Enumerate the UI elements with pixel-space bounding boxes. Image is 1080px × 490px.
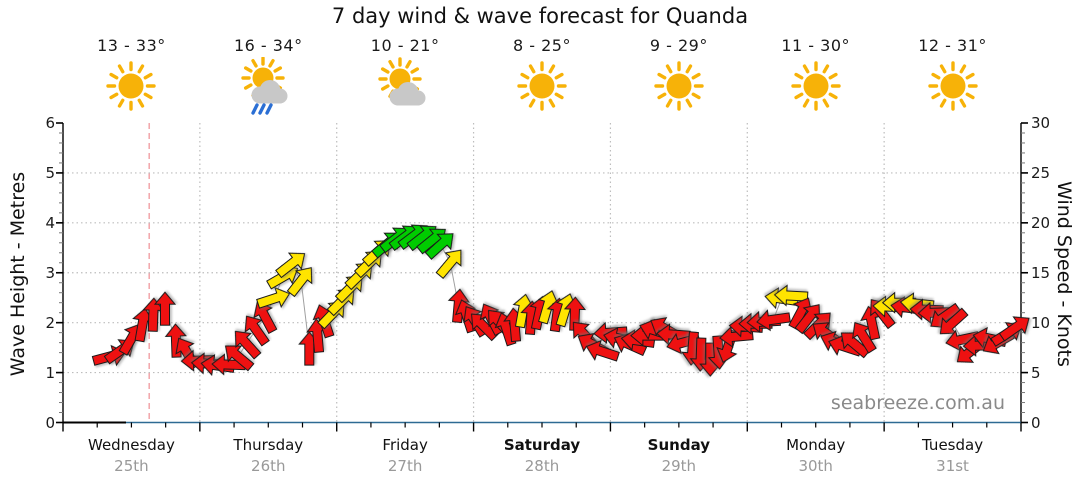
x-axis-day-label: Tuesday: [922, 436, 984, 454]
left-axis-tick-label: 6: [45, 114, 55, 132]
left-axis-tick-label: 3: [45, 263, 55, 282]
left-axis-tick-label: 1: [45, 363, 55, 382]
right-axis-tick-label: 0: [1031, 413, 1041, 432]
day-column-saturday: 8 - 25°: [480, 36, 604, 115]
wind-arrow: [224, 345, 255, 372]
day-temp-range: 16 - 34°: [233, 36, 303, 55]
x-axis-day-label: Monday: [786, 436, 846, 454]
right-axis-tick-label: 10: [1031, 313, 1051, 332]
day-temp-range: 11 - 30°: [781, 36, 851, 55]
x-axis-date-label: 31st: [936, 457, 969, 475]
right-axis-tick-label: 15: [1031, 263, 1051, 282]
left-axis-tick-label: 5: [45, 163, 55, 182]
right-axis-tick-label: 20: [1031, 213, 1051, 232]
weather-icon-sunny: [517, 61, 567, 111]
x-axis-day-label: Friday: [382, 436, 428, 454]
day-temp-range: 9 - 29°: [649, 36, 708, 55]
wind-arrow: [244, 315, 270, 347]
day-temp-range: 10 - 21°: [370, 36, 440, 55]
wind-arrow: [153, 291, 177, 326]
day-column-monday: 11 - 30°: [754, 36, 878, 115]
wind-arrow: [945, 329, 980, 352]
day-column-friday: 10 - 21°: [343, 36, 467, 115]
wind-arrow: [756, 309, 791, 332]
wind-arrow: [585, 339, 620, 362]
wind-arrow: [275, 252, 306, 279]
wind-arrow: [424, 233, 454, 260]
day-temp-range: 12 - 31°: [918, 36, 987, 55]
x-axis-day-label: Thursday: [233, 436, 304, 454]
weather-icon-sun-cloud: [378, 57, 426, 106]
right-axis-tick-label: 25: [1031, 163, 1051, 182]
left-axis-tick-label: 2: [45, 313, 55, 332]
x-axis-day-label: Sunday: [647, 436, 711, 454]
wind-arrow: [998, 316, 1030, 342]
wind-arrow: [773, 284, 809, 307]
x-axis-date-label: 30th: [798, 457, 833, 475]
x-axis-day-label: Saturday: [503, 436, 581, 454]
day-column-tuesday: 12 - 31°: [891, 36, 1015, 115]
weather-icon-sun-rain: [241, 57, 288, 115]
x-axis-date-label: 28th: [524, 457, 560, 475]
day-column-thursday: 16 - 34°: [206, 36, 330, 115]
page-title: 7 day wind & wave forecast for Quanda: [331, 4, 749, 28]
wind-arrow: [852, 321, 877, 354]
day-temp-range: 8 - 25°: [513, 36, 571, 55]
wind-arrow: [435, 249, 462, 280]
right-axis-tick-label: 5: [1031, 363, 1041, 382]
wind-arrow: [256, 286, 291, 309]
x-axis-date-label: 25th: [114, 457, 149, 475]
right-axis-tick-label: 30: [1031, 114, 1051, 132]
day-column-sunday: 9 - 29°: [617, 36, 741, 115]
wind-arrow: [537, 290, 560, 325]
x-axis-date-label: 27th: [387, 457, 423, 475]
wind-arrow: [286, 267, 313, 298]
wind-arrow: [939, 307, 969, 335]
day-column-wednesday: 13 - 33°: [69, 36, 193, 115]
left-axis-tick-label: 0: [45, 413, 55, 432]
weather-icon-sunny: [927, 61, 978, 111]
watermark: seabreeze.com.au: [830, 392, 1005, 414]
x-axis-date-label: 26th: [251, 457, 286, 475]
left-axis-tick-label: 4: [45, 213, 55, 232]
wind-arrow: [794, 304, 821, 335]
x-axis-day-label: Wednesday: [88, 436, 175, 454]
weather-icon-sunny: [106, 61, 157, 111]
day-temp-range: 13 - 33°: [97, 36, 166, 55]
x-axis-date-label: 29th: [661, 457, 697, 475]
weather-icon-sunny: [654, 61, 704, 111]
wind-arrow: [234, 330, 262, 360]
weather-icon-sunny: [791, 61, 841, 111]
wind-arrow: [164, 323, 187, 358]
